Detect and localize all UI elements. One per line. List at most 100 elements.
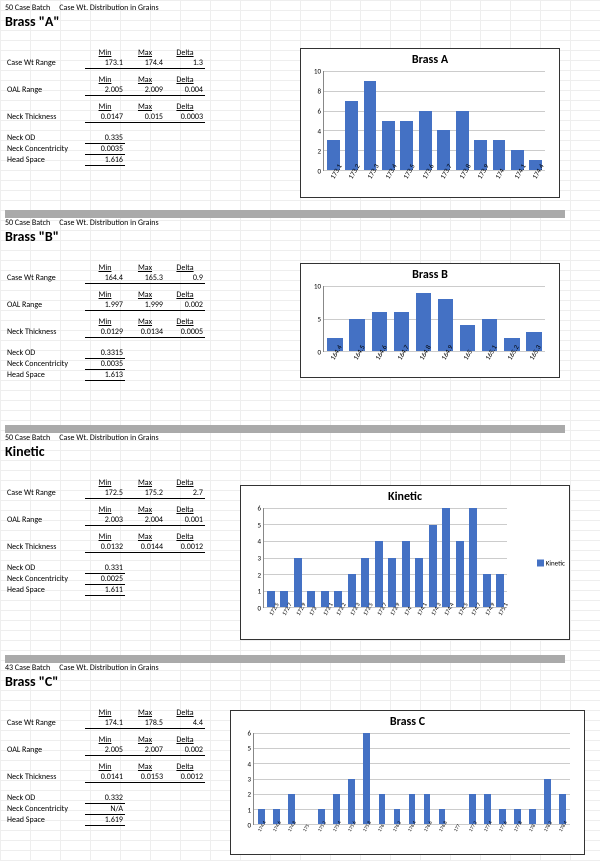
col-header: Max bbox=[125, 532, 165, 542]
chart-bar bbox=[529, 809, 536, 824]
y-tick-label: 4 bbox=[247, 759, 251, 768]
chart-bar bbox=[345, 101, 358, 170]
chart-plot: 173.1173.2173.3173.4173.5173.6173.7173.8… bbox=[323, 71, 545, 171]
chart-plot: 174.4174.6174.8175175.2175.4175.6175.817… bbox=[253, 733, 570, 825]
col-header: Max bbox=[125, 708, 165, 718]
y-tick-label: 0 bbox=[317, 348, 321, 357]
row-label: Neck Thickness bbox=[5, 327, 85, 338]
extra-label: Neck OD bbox=[5, 793, 85, 804]
y-tick-label: 2 bbox=[247, 790, 251, 799]
col-header: Min bbox=[85, 708, 125, 718]
section-title: Brass "A" bbox=[5, 13, 595, 30]
chart-bar bbox=[348, 779, 355, 825]
chart-title: Brass A bbox=[301, 53, 559, 67]
data-table: MinMaxDeltaNeck Thickness0.01410.01530.0… bbox=[5, 762, 205, 783]
extra-value: 1.613 bbox=[85, 370, 125, 381]
cell-delta: 0.002 bbox=[165, 745, 205, 756]
y-tick-label: 6 bbox=[247, 729, 251, 738]
col-header: Delta bbox=[165, 317, 205, 327]
row-label: Neck Thickness bbox=[5, 112, 85, 123]
cell-max: 174.4 bbox=[125, 58, 165, 69]
cell-delta: 0.001 bbox=[165, 515, 205, 526]
y-tick-label: 1 bbox=[247, 805, 251, 814]
col-header: Max bbox=[125, 735, 165, 745]
y-tick-label: 0 bbox=[317, 167, 321, 176]
chart-title: Brass B bbox=[301, 268, 559, 282]
y-tick-label: 1 bbox=[257, 587, 261, 596]
section-title: Brass "C" bbox=[5, 673, 595, 690]
chart-box: Brass C174.4174.6174.8175175.2175.4175.6… bbox=[230, 710, 585, 855]
chart-bar bbox=[424, 794, 431, 824]
chart-bar bbox=[419, 111, 432, 170]
x-tick-label: 178 bbox=[528, 823, 537, 833]
col-header: Min bbox=[85, 290, 125, 300]
col-header: Min bbox=[85, 735, 125, 745]
cell-delta: 0.0003 bbox=[165, 112, 205, 123]
cell-delta: 0.0012 bbox=[165, 772, 205, 783]
cell-delta: 1.3 bbox=[165, 58, 205, 69]
cell-max: 1.999 bbox=[125, 300, 165, 311]
extra-value: 1.611 bbox=[85, 585, 125, 596]
col-header: Delta bbox=[165, 532, 205, 542]
y-tick-label: 2 bbox=[317, 147, 321, 156]
cell-max: 2.004 bbox=[125, 515, 165, 526]
extra-label: Neck OD bbox=[5, 133, 85, 144]
spreadsheet-sheet: 50 Case Batch Case Wt. Distribution in G… bbox=[0, 0, 600, 861]
chart-bar bbox=[442, 508, 450, 607]
batch-label: 43 Case Batch Case Wt. Distribution in G… bbox=[5, 663, 595, 673]
col-header: Max bbox=[125, 478, 165, 488]
y-tick-label: 0 bbox=[247, 821, 251, 830]
cell-delta: 0.002 bbox=[165, 300, 205, 311]
extra-value: 0.332 bbox=[85, 793, 125, 804]
chart-plot: 164.4164.5164.6164.7164.8164.9165165.116… bbox=[323, 286, 545, 352]
row-label: OAL Range bbox=[5, 300, 85, 311]
y-tick-label: 10 bbox=[314, 282, 321, 291]
extra-value: 0.0025 bbox=[85, 574, 125, 585]
batch-label: 50 Case Batch Case Wt. Distribution in G… bbox=[5, 433, 595, 443]
y-tick-label: 6 bbox=[317, 107, 321, 116]
col-header: Min bbox=[85, 48, 125, 58]
chart-plot: 172.5172.7172.9173173.1173.2173.3173.517… bbox=[263, 508, 507, 608]
data-table: MinMaxDeltaCase Wt Range174.1178.54.4 bbox=[5, 708, 205, 729]
cell-delta: 0.9 bbox=[165, 273, 205, 284]
extra-label: Head Space bbox=[5, 815, 85, 826]
col-header: Delta bbox=[165, 290, 205, 300]
data-table: MinMaxDeltaNeck Thickness0.01290.01340.0… bbox=[5, 317, 205, 338]
cell-max: 165.3 bbox=[125, 273, 165, 284]
col-header: Delta bbox=[165, 48, 205, 58]
y-tick-label: 5 bbox=[247, 744, 251, 753]
extra-value: 0.0035 bbox=[85, 144, 125, 155]
x-tick-label: 177 bbox=[453, 823, 462, 833]
cell-delta: 2.7 bbox=[165, 488, 205, 499]
batch-label: 50 Case Batch Case Wt. Distribution in G… bbox=[5, 3, 595, 13]
extra-label: Neck OD bbox=[5, 563, 85, 574]
cell-min: 2.005 bbox=[85, 745, 125, 756]
chart-bar bbox=[294, 558, 302, 608]
cell-max: 0.0144 bbox=[125, 542, 165, 553]
col-header: Min bbox=[85, 762, 125, 772]
cell-delta: 0.004 bbox=[165, 85, 205, 96]
cell-min: 0.0141 bbox=[85, 772, 125, 783]
cell-min: 0.0147 bbox=[85, 112, 125, 123]
row-label: OAL Range bbox=[5, 745, 85, 756]
cell-min: 164.4 bbox=[85, 273, 125, 284]
cell-min: 1.997 bbox=[85, 300, 125, 311]
extras-table: Neck OD0.331Neck Concentricity0.0025Head… bbox=[5, 563, 125, 596]
extra-label: Head Space bbox=[5, 370, 85, 381]
col-header: Delta bbox=[165, 102, 205, 112]
col-header: Max bbox=[125, 505, 165, 515]
section-title: Kinetic bbox=[5, 443, 595, 460]
y-tick-label: 10 bbox=[314, 67, 321, 76]
extras-table: Neck OD0.335Neck Concentricity0.0035Head… bbox=[5, 133, 125, 166]
col-header: Delta bbox=[165, 735, 205, 745]
cell-min: 173.1 bbox=[85, 58, 125, 69]
chart-bar bbox=[456, 111, 469, 170]
row-label: Neck Thickness bbox=[5, 542, 85, 553]
cell-max: 178.5 bbox=[125, 718, 165, 729]
col-header: Max bbox=[125, 102, 165, 112]
extra-label: Head Space bbox=[5, 585, 85, 596]
data-table: MinMaxDeltaOAL Range2.0032.0040.001 bbox=[5, 505, 205, 526]
extra-value: N/A bbox=[85, 804, 125, 815]
row-label: Case Wt Range bbox=[5, 58, 85, 69]
chart-box: Brass A 173.1173.2173.3173.4173.5173.6173… bbox=[300, 48, 560, 198]
